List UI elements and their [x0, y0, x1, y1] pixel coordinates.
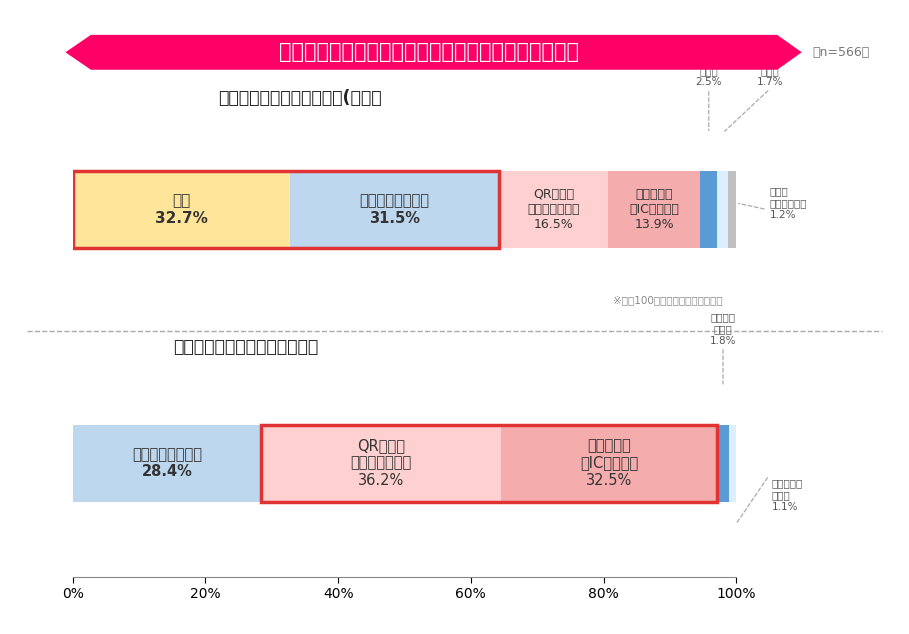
Bar — [261, 425, 502, 501]
Bar — [728, 171, 736, 248]
Text: プリペイド
カード
1.1%: プリペイド カード 1.1% — [772, 479, 803, 512]
Bar — [701, 171, 717, 248]
Bar — [73, 171, 290, 248]
Text: 電子マネー
（ICカード）
13.9%: 電子マネー （ICカード） 13.9% — [629, 188, 679, 231]
Text: クレジットカード
28.4%: クレジットカード 28.4% — [132, 447, 202, 479]
Bar — [73, 171, 499, 248]
Text: QRコード
（スマホ決済）
36.2%: QRコード （スマホ決済） 36.2% — [351, 438, 412, 488]
Bar — [261, 425, 717, 501]
Bar — [499, 171, 608, 248]
Text: 現金
32.7%: 現金 32.7% — [155, 193, 207, 226]
Bar — [502, 425, 717, 501]
Text: QRコード
（スマホ決済）
16.5%: QRコード （スマホ決済） 16.5% — [527, 188, 580, 231]
Bar — [608, 171, 701, 248]
Text: マイナポイント申込の決済方法: マイナポイント申込の決済方法 — [173, 339, 318, 356]
Text: ※合計100とした決済割合の平均値: ※合計100とした決済割合の平均値 — [613, 295, 723, 305]
Bar — [290, 171, 499, 248]
Text: その他
（商品券等）
1.2%: その他 （商品券等） 1.2% — [770, 186, 807, 220]
Bar — [73, 425, 261, 501]
Bar — [717, 171, 728, 248]
Text: （n=566）: （n=566） — [813, 46, 869, 59]
Bar — [717, 425, 729, 501]
Text: 電子マネー
（ICカード）
32.5%: 電子マネー （ICカード） 32.5% — [580, 438, 638, 488]
Polygon shape — [65, 35, 802, 70]
Text: デビット
カード
2.5%: デビット カード 2.5% — [695, 55, 722, 87]
Bar — [729, 425, 736, 501]
Text: 普段利用している決済方法(割合）: 普段利用している決済方法(割合） — [218, 89, 382, 107]
Text: デビット
カード
1.8%: デビット カード 1.8% — [710, 313, 736, 346]
Text: 普段利用の決済方法とマイナポイント申込の決済方法: 普段利用の決済方法とマイナポイント申込の決済方法 — [279, 42, 579, 62]
Text: クレジットカード
31.5%: クレジットカード 31.5% — [359, 193, 429, 226]
Text: プリペイド
カード
1.7%: プリペイド カード 1.7% — [754, 55, 785, 87]
